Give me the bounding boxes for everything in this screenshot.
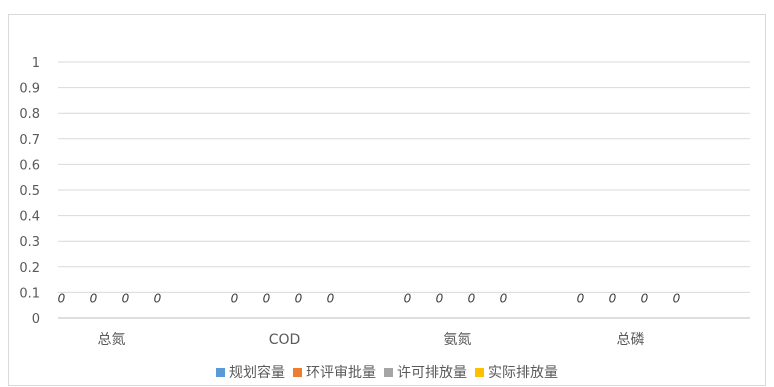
x-tick-label: COD xyxy=(269,332,301,348)
data-label: 0 xyxy=(673,291,681,305)
y-tick-label: 0.2 xyxy=(19,261,40,276)
legend-swatch xyxy=(293,367,302,377)
legend-label: 规划容量 xyxy=(229,365,285,381)
legend-swatch xyxy=(475,367,484,377)
y-tick-label: 0 xyxy=(32,312,40,327)
data-label: 0 xyxy=(90,291,98,305)
x-tick-label: 总氮 xyxy=(98,332,126,348)
legend-label: 许可排放量 xyxy=(397,365,467,381)
data-label: 0 xyxy=(577,291,585,305)
data-label: 0 xyxy=(609,291,617,305)
y-tick-label: 0.4 xyxy=(19,210,40,225)
data-label: 0 xyxy=(436,291,444,305)
x-tick-label: 总磷 xyxy=(617,332,645,348)
legend-item: 环评审批量 xyxy=(293,362,376,382)
data-label: 0 xyxy=(263,291,271,305)
data-label: 0 xyxy=(327,291,335,305)
x-tick-label: 氨氮 xyxy=(444,332,472,348)
chart-frame xyxy=(8,14,766,386)
y-tick-label: 0.1 xyxy=(19,286,40,301)
data-label: 0 xyxy=(404,291,412,305)
y-tick-label: 0.5 xyxy=(19,184,40,199)
legend-swatch xyxy=(384,367,393,377)
y-tick-label: 1 xyxy=(32,56,40,71)
legend-item: 许可排放量 xyxy=(384,362,467,382)
data-label: 0 xyxy=(58,291,66,305)
y-tick-label: 0.9 xyxy=(19,82,40,97)
legend-label: 环评审批量 xyxy=(306,365,376,381)
data-label: 0 xyxy=(641,291,649,305)
data-label: 0 xyxy=(231,291,239,305)
y-tick-label: 0.7 xyxy=(19,133,40,148)
legend-item: 实际排放量 xyxy=(475,362,558,382)
legend-item: 规划容量 xyxy=(216,362,285,382)
data-label: 0 xyxy=(122,291,130,305)
data-label: 0 xyxy=(468,291,476,305)
legend-label: 实际排放量 xyxy=(488,365,558,381)
data-label: 0 xyxy=(154,291,162,305)
data-label: 0 xyxy=(295,291,303,305)
data-label: 0 xyxy=(500,291,508,305)
chart-legend: 规划容量 环评审批量 许可排放量 实际排放量 xyxy=(0,362,774,382)
y-tick-label: 0.6 xyxy=(19,158,40,173)
legend-swatch xyxy=(216,367,225,377)
y-tick-label: 0.3 xyxy=(19,235,40,250)
y-tick-label: 0.8 xyxy=(19,107,40,122)
